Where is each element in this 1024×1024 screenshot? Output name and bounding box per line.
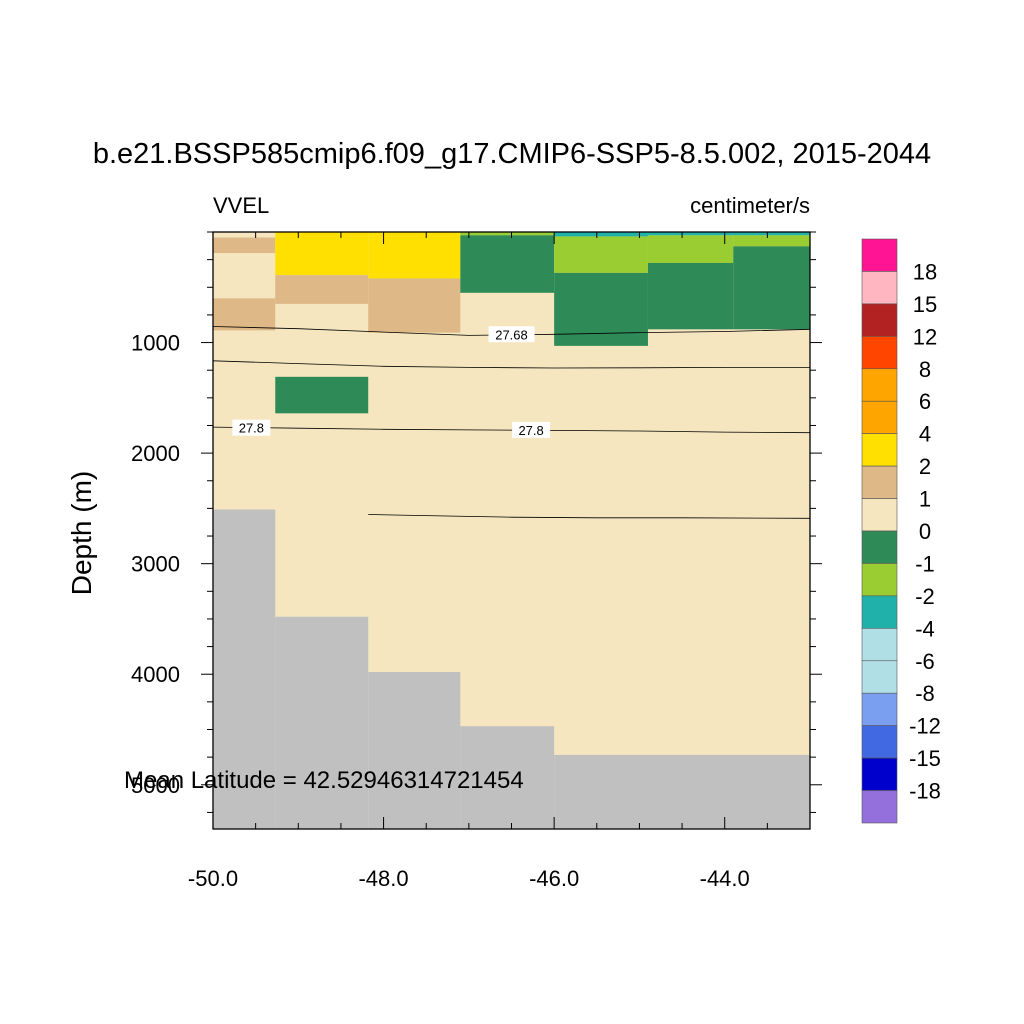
- land-mask: [460, 726, 555, 829]
- colorbar-label: 2: [919, 454, 931, 479]
- land-mask: [275, 616, 369, 829]
- x-tick-label: -46.0: [529, 866, 579, 891]
- density-contour: [212, 426, 811, 434]
- data-cell: [733, 235, 810, 247]
- data-cell: [275, 232, 369, 276]
- y-tick-label: 3000: [131, 552, 180, 577]
- colorbar-box: [861, 465, 898, 499]
- data-cell: [554, 232, 648, 237]
- colorbar-box: [861, 628, 898, 662]
- land-mask: [554, 754, 810, 829]
- colorbar-box: [861, 660, 898, 694]
- contour-layer: 27.68 27.8 27.8: [212, 326, 811, 519]
- colorbar-label: -18: [909, 779, 941, 804]
- data-cell: [368, 278, 461, 333]
- colorbar-label: -8: [915, 681, 935, 706]
- plot-area: 27.68 27.8 27.8 -50.0 -48.0 -46.0 -44.0 1000 2…: [131, 231, 822, 891]
- units-label: centimeter/s: [690, 193, 810, 218]
- colorbar-boxes: [861, 238, 898, 824]
- colorbar-label: -2: [915, 584, 935, 609]
- colorbar-label: 8: [919, 357, 931, 382]
- data-cell: [213, 237, 276, 254]
- x-tick-label: -50.0: [188, 866, 238, 891]
- data-cell: [460, 235, 555, 293]
- y-tick-label: 2000: [131, 441, 180, 466]
- colorbar-label: -1: [915, 551, 935, 576]
- contour-label-bg: [512, 421, 551, 438]
- colorbar-box: [861, 368, 898, 402]
- y-tick-labels: 1000 2000 3000 4000 5000: [131, 331, 180, 798]
- density-contour: [212, 360, 810, 369]
- y-tick-label: 4000: [131, 662, 180, 687]
- cells-layer: [213, 232, 810, 414]
- data-cell: [460, 232, 555, 236]
- colorbar-label: 1: [919, 487, 931, 512]
- density-contour: [368, 514, 811, 519]
- contour-label: 27.8: [518, 423, 543, 438]
- colorbar-box: [861, 725, 898, 759]
- x-tick-label: -44.0: [700, 866, 750, 891]
- colorbar: 18 15 12 8 6 4 2 1 0 -1 -2 -4 -6 -8 -12 -15 -18: [861, 238, 941, 824]
- data-cell: [275, 275, 369, 304]
- data-cell: [368, 232, 461, 279]
- colorbar-box: [861, 433, 898, 467]
- data-cell: [275, 376, 369, 414]
- chart-title: b.e21.BSSP585cmip6.f09_g17.CMIP6-SSP5-8.…: [93, 138, 931, 170]
- contour-label: 27.8: [239, 421, 264, 436]
- data-cell: [647, 232, 810, 236]
- colorbar-label: -6: [915, 649, 935, 674]
- land-mask: [368, 672, 461, 829]
- data-cell: [647, 235, 734, 263]
- bathymetry-layer: [213, 509, 810, 829]
- colorbar-label: 12: [913, 324, 937, 349]
- colorbar-label: -4: [915, 616, 935, 641]
- colorbar-box: [861, 563, 898, 597]
- x-tick-labels: -50.0 -48.0 -46.0 -44.0: [188, 866, 750, 891]
- data-cell: [213, 232, 276, 238]
- colorbar-label: 4: [919, 422, 931, 447]
- colorbar-box: [861, 400, 898, 434]
- colorbar-labels: 18 15 12 8 6 4 2 1 0 -1 -2 -4 -6 -8 -12 -15 -18: [909, 259, 941, 803]
- contour-label-bg: [488, 326, 535, 343]
- colorbar-box: [861, 790, 898, 824]
- colorbar-box: [861, 336, 898, 370]
- colorbar-box: [861, 530, 898, 564]
- colorbar-box: [861, 498, 898, 532]
- data-cell: [554, 236, 648, 273]
- y-tick-label: 5000: [131, 773, 180, 798]
- y-tick-label: 1000: [131, 331, 180, 356]
- colorbar-box: [861, 595, 898, 629]
- data-cell: [213, 298, 276, 331]
- contour-label-bg: [232, 419, 271, 436]
- colorbar-label: 18: [913, 259, 937, 284]
- colorbar-label: 6: [919, 389, 931, 414]
- ticks-layer: [201, 231, 822, 829]
- data-cell: [554, 272, 648, 346]
- y-axis-label: Depth (m): [66, 471, 97, 595]
- data-cell: [647, 262, 734, 330]
- colorbar-box: [861, 271, 898, 305]
- colorbar-box: [861, 303, 898, 337]
- colorbar-label: -15: [909, 746, 941, 771]
- mean-latitude-annotation: Mean Latitude = 42.52946314721454: [124, 767, 524, 794]
- data-cell: [733, 246, 810, 330]
- contour-label: 27.68: [495, 327, 528, 342]
- colorbar-box: [861, 757, 898, 791]
- x-tick-label: -48.0: [358, 866, 408, 891]
- colorbar-box: [861, 238, 898, 272]
- colorbar-label: -12: [909, 714, 941, 739]
- colorbar-label: 0: [919, 519, 931, 544]
- colorbar-label: 15: [913, 292, 937, 317]
- colorbar-box: [861, 692, 898, 726]
- variable-label: VVEL: [213, 193, 269, 218]
- land-mask: [213, 509, 276, 829]
